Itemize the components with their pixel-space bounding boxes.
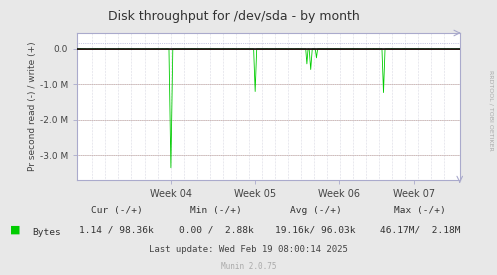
Text: 46.17M/  2.18M: 46.17M/ 2.18M <box>380 226 460 234</box>
Text: Max (-/+): Max (-/+) <box>394 206 446 215</box>
Text: Munin 2.0.75: Munin 2.0.75 <box>221 262 276 271</box>
Text: ■: ■ <box>10 224 20 234</box>
Text: 19.16k/ 96.03k: 19.16k/ 96.03k <box>275 226 356 234</box>
Text: 0.00 /  2.88k: 0.00 / 2.88k <box>179 226 253 234</box>
Text: Min (-/+): Min (-/+) <box>190 206 242 215</box>
Text: RRDTOOL / TOBI OETIKER: RRDTOOL / TOBI OETIKER <box>489 70 494 150</box>
Text: Cur (-/+): Cur (-/+) <box>91 206 143 215</box>
Text: 1.14 / 98.36k: 1.14 / 98.36k <box>80 226 154 234</box>
Text: Last update: Wed Feb 19 08:00:14 2025: Last update: Wed Feb 19 08:00:14 2025 <box>149 245 348 254</box>
Text: Disk throughput for /dev/sda - by month: Disk throughput for /dev/sda - by month <box>108 10 359 23</box>
Text: Bytes: Bytes <box>32 228 61 237</box>
Y-axis label: Pr second read (-) / write (+): Pr second read (-) / write (+) <box>28 42 37 171</box>
Text: Avg (-/+): Avg (-/+) <box>290 206 341 215</box>
